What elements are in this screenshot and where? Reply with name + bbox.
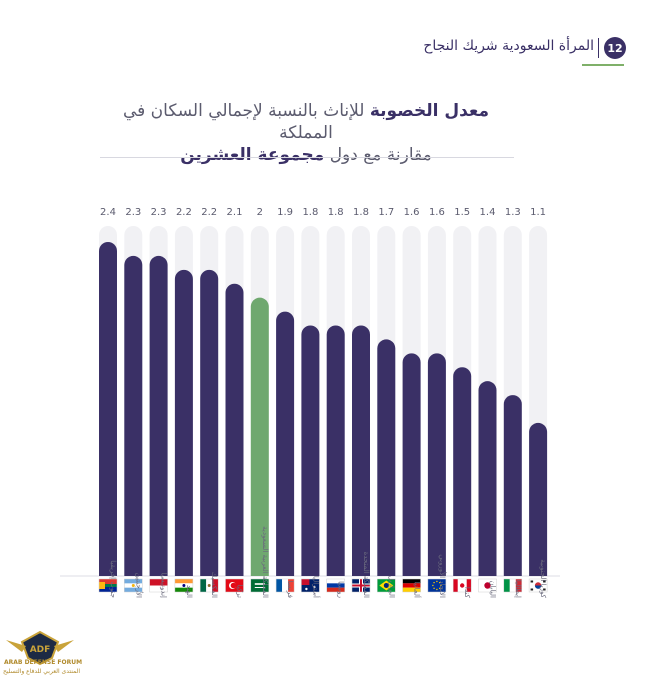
bar [478,381,497,576]
bar [503,395,522,576]
japan-flag [478,578,497,593]
bar [200,269,219,576]
watermark-line2: المنتدى العربي للدفاع والتسليح [3,668,80,675]
title-bold-1: معدل الخصوبة [369,101,490,121]
value-label: 2.2 [176,207,192,218]
france-flag [275,578,295,593]
value-label: 1.1 [530,207,546,218]
country-label: الاتحاد الأوروبي [438,554,447,598]
country-label: أستراليا [311,576,320,598]
title-bold-2: مجموعة العشرين [180,145,325,165]
bar [453,367,472,576]
watermark-line1: ARAB DEFENSE FORUM [4,659,83,666]
country-label: إندونيسيا [160,573,168,599]
country-label: جنوب إفريقيا [109,560,117,598]
australia-flag [301,578,320,593]
india-flag [174,578,194,593]
value-label: 1.6 [404,207,420,218]
value-label: 2 [257,207,263,218]
mexico-flag [199,578,219,593]
bar [225,283,244,576]
country-label: اليابان [489,580,497,598]
title-divider [100,157,514,158]
header-accent-line [582,64,624,66]
bar [402,353,421,576]
country-label: فرنسا [286,580,294,598]
country-label: المملكة المتحدة [362,552,370,598]
forum-logo-icon: ADF [6,630,74,666]
country-label: كوريا الجنوبية [539,559,547,598]
germany-flag [402,578,421,593]
bar [326,325,345,576]
value-label: 1.3 [505,207,521,218]
bar [99,242,117,576]
bar [301,325,320,576]
value-label: 2.3 [151,207,167,218]
title-rest-2: مقارنة مع دول [324,145,432,165]
chart-title: معدل الخصوبة للإناث بالنسبة لإجمالي السك… [100,100,512,166]
value-label: 1.9 [277,207,293,218]
value-label: 1.8 [328,207,344,218]
value-label: 2.4 [100,207,116,218]
eu-flag [427,578,447,593]
country-label: المكسيك [210,572,218,598]
country-label: البرازيل [387,575,395,598]
bar [149,255,168,576]
turkey-flag [225,578,244,593]
bar [174,269,193,576]
bar [276,311,295,576]
south-korea-flag [528,578,548,593]
russia-flag [326,578,345,593]
svg-text:ADF: ADF [30,645,51,655]
value-label: 1.4 [480,207,496,218]
section-number-badge: 12 [604,37,626,59]
bar [529,422,548,576]
country-label: روسيا [337,581,345,598]
value-label: 2.3 [125,207,141,218]
country-label: تركيا [236,585,244,598]
title-rest-1: للإناث بالنسبة لإجمالي السكان في المملكة [122,101,370,143]
canada-flag [452,578,472,593]
country-label: المملكة العربية السعودية [261,526,269,598]
italy-flag [503,578,523,593]
bar [124,255,143,576]
country-label: كندا [463,587,471,599]
uk-flag [351,578,371,593]
bar [427,353,446,576]
argentina-flag [124,578,143,593]
country-label: الهند [185,585,193,598]
indonesia-flag [149,578,168,593]
country-label: ألمانيا [413,582,422,599]
south-africa-flag [98,578,118,593]
bar [250,297,269,576]
value-label: 1.8 [302,207,318,218]
value-label: 2.2 [201,207,217,218]
value-label: 1.7 [378,207,394,218]
section-title: المرأة السعودية شريك النجاح [423,38,594,54]
brazil-flag [377,578,396,593]
value-label: 2.1 [227,207,243,218]
header-separator [598,38,599,58]
country-label: إيطاليا [514,580,522,598]
bar [377,339,396,576]
saudi-arabia-flag [250,578,270,593]
country-label: الأرجنتين [134,573,143,598]
bar [352,325,370,576]
value-label: 1.5 [454,207,470,218]
value-label: 1.6 [429,207,445,218]
value-label: 1.8 [353,207,369,218]
